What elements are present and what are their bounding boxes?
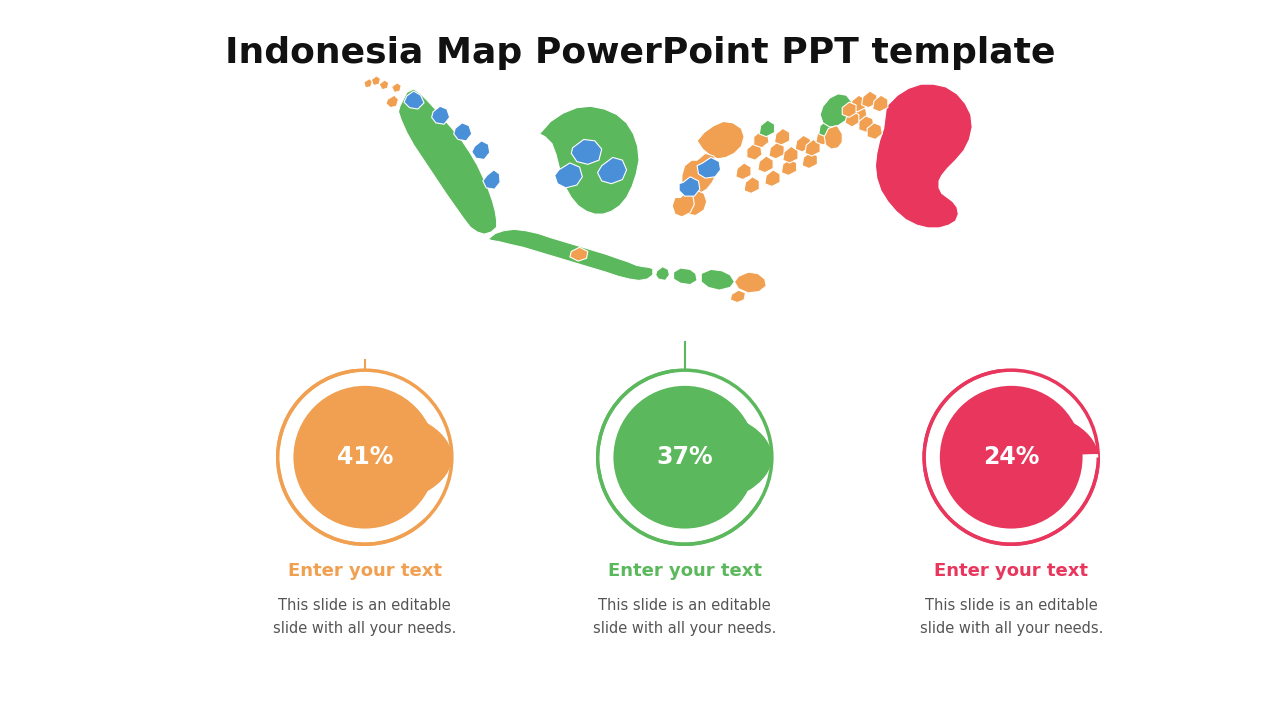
Polygon shape (824, 125, 842, 149)
Polygon shape (701, 269, 735, 290)
Polygon shape (698, 122, 744, 159)
Polygon shape (781, 159, 796, 176)
Polygon shape (539, 107, 639, 214)
Polygon shape (371, 76, 380, 86)
Polygon shape (404, 91, 424, 109)
Text: Indonesia Map PowerPoint PPT template: Indonesia Map PowerPoint PPT template (225, 36, 1055, 70)
Polygon shape (759, 120, 774, 137)
Polygon shape (819, 120, 835, 137)
Polygon shape (861, 91, 877, 108)
Polygon shape (758, 156, 773, 173)
Polygon shape (598, 158, 627, 184)
Polygon shape (769, 143, 785, 159)
Polygon shape (736, 163, 751, 179)
Polygon shape (698, 158, 721, 178)
Ellipse shape (293, 386, 436, 528)
Wedge shape (278, 408, 411, 506)
Polygon shape (795, 135, 810, 152)
Ellipse shape (613, 386, 756, 528)
Polygon shape (387, 95, 398, 108)
Polygon shape (842, 102, 856, 117)
Polygon shape (774, 128, 790, 145)
Polygon shape (765, 170, 780, 186)
Polygon shape (852, 107, 867, 123)
Polygon shape (731, 290, 745, 302)
Polygon shape (672, 192, 694, 217)
Polygon shape (873, 95, 888, 112)
Polygon shape (680, 177, 700, 196)
Polygon shape (876, 84, 973, 228)
Wedge shape (924, 408, 1098, 506)
Polygon shape (744, 177, 759, 194)
Text: This slide is an editable
slide with all your needs.: This slide is an editable slide with all… (919, 598, 1103, 636)
Polygon shape (364, 78, 372, 88)
Ellipse shape (924, 370, 1098, 544)
Wedge shape (598, 408, 749, 506)
Polygon shape (379, 80, 389, 90)
Polygon shape (392, 83, 401, 92)
Polygon shape (682, 153, 718, 194)
Polygon shape (489, 229, 653, 281)
Text: This slide is an editable
slide with all your needs.: This slide is an editable slide with all… (593, 598, 777, 636)
Polygon shape (454, 123, 472, 141)
Polygon shape (754, 131, 769, 148)
Polygon shape (684, 191, 707, 215)
Polygon shape (735, 272, 767, 293)
Wedge shape (685, 408, 772, 491)
Polygon shape (815, 128, 831, 145)
Polygon shape (746, 143, 762, 160)
Polygon shape (655, 266, 669, 281)
Polygon shape (554, 163, 582, 188)
Ellipse shape (940, 386, 1083, 528)
Text: 37%: 37% (657, 445, 713, 469)
Polygon shape (571, 140, 602, 164)
Polygon shape (398, 89, 497, 234)
Polygon shape (570, 247, 588, 261)
Polygon shape (673, 268, 698, 284)
Polygon shape (805, 140, 820, 156)
Polygon shape (845, 112, 859, 127)
Text: 41%: 41% (337, 445, 393, 469)
Text: Enter your text: Enter your text (934, 562, 1088, 580)
Ellipse shape (598, 370, 772, 544)
Text: Enter your text: Enter your text (608, 562, 762, 580)
Polygon shape (859, 116, 874, 132)
Polygon shape (850, 95, 865, 112)
Polygon shape (472, 141, 490, 160)
Polygon shape (483, 170, 500, 189)
Ellipse shape (278, 370, 452, 544)
Polygon shape (431, 107, 449, 125)
Polygon shape (820, 94, 852, 127)
Polygon shape (783, 146, 797, 163)
Text: 24%: 24% (983, 445, 1039, 469)
Wedge shape (365, 408, 452, 498)
Polygon shape (867, 123, 882, 140)
Text: Enter your text: Enter your text (288, 562, 442, 580)
Wedge shape (1011, 408, 1098, 457)
Polygon shape (803, 152, 818, 168)
Text: This slide is an editable
slide with all your needs.: This slide is an editable slide with all… (273, 598, 457, 636)
